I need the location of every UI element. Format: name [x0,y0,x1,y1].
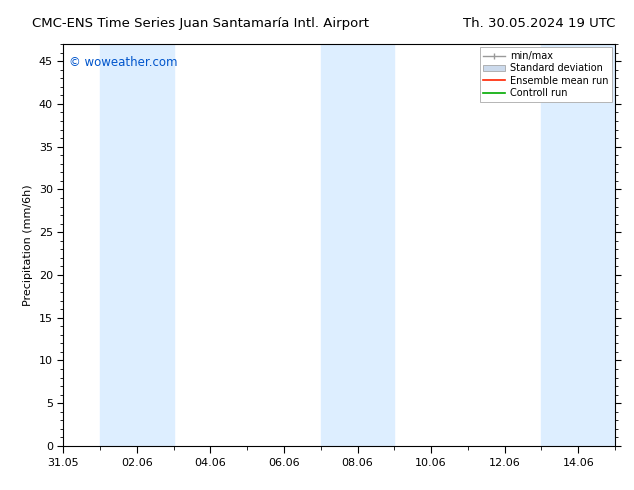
Y-axis label: Precipitation (mm/6h): Precipitation (mm/6h) [23,184,34,306]
Bar [100,44,174,446]
Legend: min/max, Standard deviation, Ensemble mean run, Controll run: min/max, Standard deviation, Ensemble me… [479,47,612,102]
Text: © woweather.com: © woweather.com [69,56,178,69]
Bar [541,44,615,446]
Text: CMC-ENS Time Series Juan Santamaría Intl. Airport: CMC-ENS Time Series Juan Santamaría Intl… [32,17,369,30]
Bar [321,44,394,446]
Text: Th. 30.05.2024 19 UTC: Th. 30.05.2024 19 UTC [463,17,615,30]
